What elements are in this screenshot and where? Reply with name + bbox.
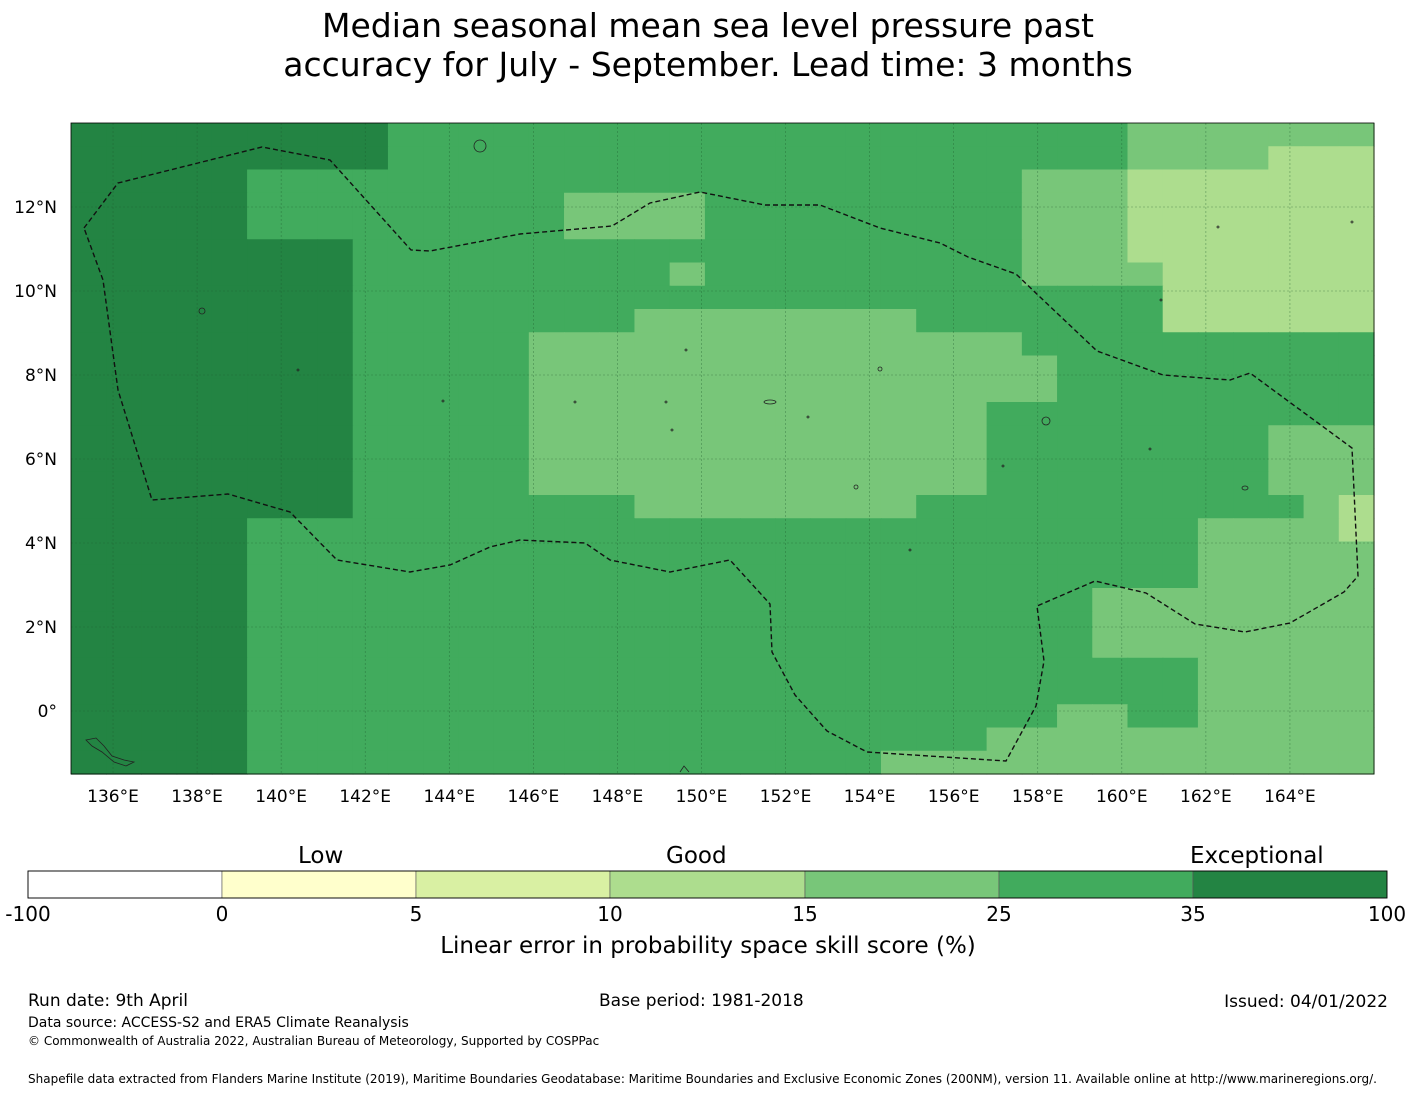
colorbar-segment xyxy=(221,870,417,899)
longitude-label: 156°E xyxy=(928,787,980,807)
colorbar-tick: 0 xyxy=(215,902,229,926)
longitude-label: 162°E xyxy=(1180,787,1232,807)
issued-date: Issued: 04/01/2022 xyxy=(1224,992,1388,1012)
colorbar-tick: 25 xyxy=(986,902,1012,926)
copyright: © Commonwealth of Australia 2022, Austra… xyxy=(28,1034,600,1048)
colorbar-label: Linear error in probability space skill … xyxy=(440,933,976,959)
colorbar xyxy=(27,870,1388,899)
longitude-label: 160°E xyxy=(1096,787,1148,807)
eez-boundary xyxy=(83,146,1359,762)
longitude-label: 136°E xyxy=(87,787,139,807)
colorbar-segment xyxy=(1192,870,1388,899)
data-source: Data source: ACCESS-S2 and ERA5 Climate … xyxy=(28,1015,409,1031)
longitude-label: 146°E xyxy=(508,787,560,807)
shapefile-credit: Shapefile data extracted from Flanders M… xyxy=(28,1072,1377,1086)
title-line-1: Median seasonal mean sea level pressure … xyxy=(322,6,1094,45)
longitude-label: 138°E xyxy=(171,787,223,807)
latitude-labels: 12°N 10°N 8°N 6°N 4°N 2°N 0° xyxy=(14,198,57,722)
colorbar-tick: 15 xyxy=(792,902,818,926)
longitude-label: 144°E xyxy=(423,787,475,807)
latitude-label: 12°N xyxy=(14,198,57,218)
colorbar-tick: 10 xyxy=(597,902,623,926)
longitude-label: 158°E xyxy=(1012,787,1064,807)
skill-grid xyxy=(71,123,1375,775)
category-low: Low xyxy=(298,843,344,869)
map-title: Median seasonal mean sea level pressure … xyxy=(0,6,1416,84)
colorbar-segment xyxy=(609,870,806,899)
run-date: Run date: 9th April xyxy=(28,991,188,1011)
longitude-label: 152°E xyxy=(760,787,812,807)
latitude-label: 0° xyxy=(38,702,57,722)
longitude-labels: 136°E 138°E 140°E 142°E 144°E 146°E 148°E 150°E… xyxy=(87,787,1316,807)
base-period: Base period: 1981-2018 xyxy=(599,991,804,1011)
latitude-label: 8°N xyxy=(25,366,57,386)
longitude-label: 142°E xyxy=(339,787,391,807)
latitude-label: 10°N xyxy=(14,282,57,302)
longitude-label: 154°E xyxy=(844,787,896,807)
latitude-label: 6°N xyxy=(25,450,57,470)
colorbar-tick: 100 xyxy=(1367,902,1407,926)
latitude-label: 4°N xyxy=(25,534,57,554)
island-outlines xyxy=(85,139,1354,773)
longitude-label: 150°E xyxy=(676,787,728,807)
colorbar-tick: 35 xyxy=(1180,902,1206,926)
title-line-2: accuracy for July - September. Lead time… xyxy=(283,45,1133,84)
gridlines xyxy=(71,123,1374,774)
colorbar-segment xyxy=(27,870,223,899)
category-exceptional: Exceptional xyxy=(1190,843,1324,869)
category-good: Good xyxy=(666,843,727,869)
longitude-label: 164°E xyxy=(1264,787,1316,807)
longitude-label: 148°E xyxy=(592,787,644,807)
colorbar-segment xyxy=(804,870,1000,899)
latitude-label: 2°N xyxy=(25,618,57,638)
map-frame xyxy=(70,122,1375,775)
colorbar-tick: -100 xyxy=(5,902,51,926)
colorbar-tick: 5 xyxy=(409,902,423,926)
colorbar-segment xyxy=(998,870,1194,899)
colorbar-segment xyxy=(415,870,611,899)
longitude-label: 140°E xyxy=(255,787,307,807)
